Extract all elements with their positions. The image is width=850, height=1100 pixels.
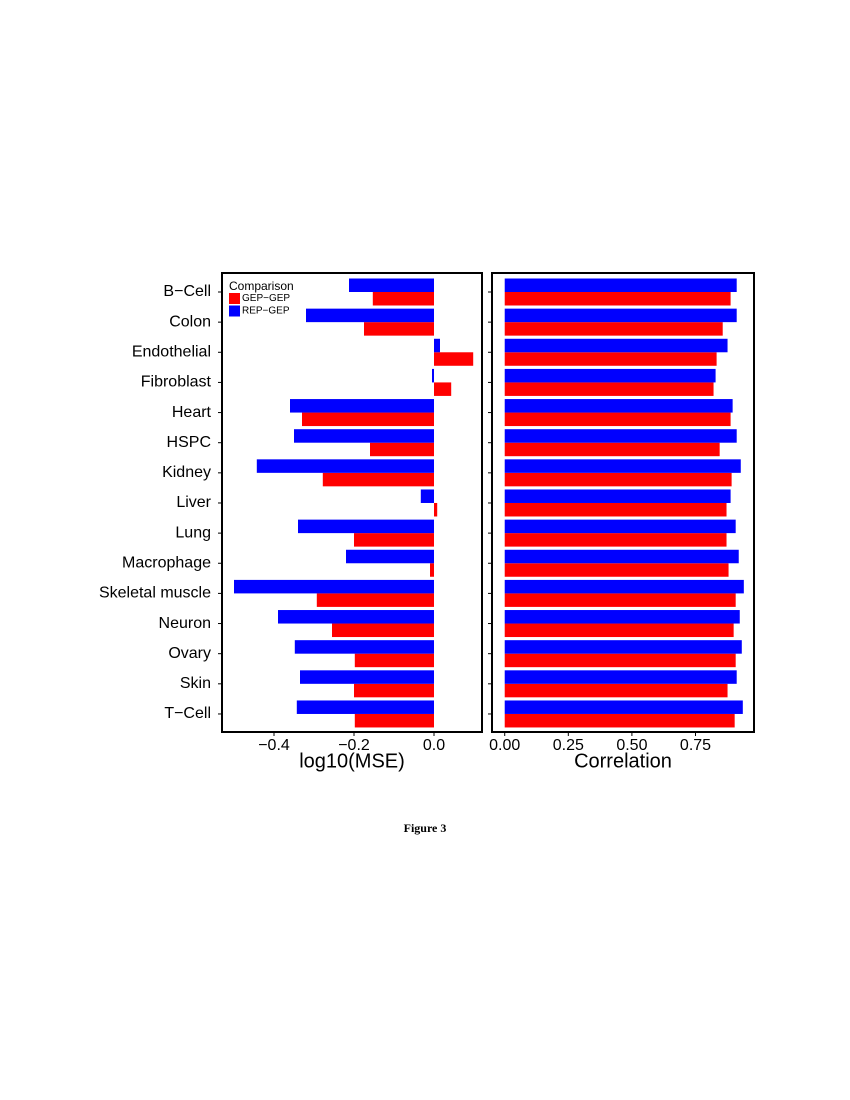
y-tick-label: Neuron (159, 615, 211, 632)
bar (420, 489, 434, 503)
bar (290, 399, 434, 413)
bar (504, 563, 729, 577)
x-tick-label: 0.50 (616, 737, 647, 754)
bar (316, 593, 434, 607)
bar (364, 322, 434, 336)
bar (504, 429, 737, 443)
bar (354, 653, 434, 668)
bar (354, 533, 434, 547)
x-axis-title: Correlation (574, 750, 672, 772)
bar (504, 338, 728, 353)
bar (504, 472, 732, 487)
bar (434, 502, 438, 517)
y-tick-label: Macrophage (122, 554, 211, 571)
x-tick-label: 0.0 (423, 737, 445, 754)
bar (504, 322, 723, 336)
bar (332, 623, 434, 638)
y-tick-label: Liver (176, 494, 211, 511)
bar (322, 472, 434, 487)
panel-background (222, 273, 482, 732)
bar (504, 519, 736, 534)
x-tick-label: 0.00 (489, 737, 520, 754)
bar (234, 579, 434, 594)
y-tick-label: Endothelial (132, 343, 211, 360)
bar (432, 368, 434, 383)
bar (294, 429, 434, 443)
y-tick-label: T−Cell (164, 705, 211, 722)
bar (294, 640, 434, 654)
figure-caption: Figure 3 (404, 821, 447, 835)
legend-key (229, 305, 240, 317)
bar (300, 670, 434, 684)
bar (349, 278, 434, 292)
bar (504, 352, 717, 366)
bar (434, 338, 440, 353)
bar (504, 399, 733, 413)
bar (372, 292, 434, 306)
legend-label: GEP−GEP (242, 293, 290, 304)
bar (504, 489, 731, 503)
x-tick-label: 0.75 (680, 737, 711, 754)
bar (504, 623, 734, 638)
bar (504, 610, 740, 624)
y-tick-label: HSPC (167, 434, 211, 451)
y-tick-label: Lung (175, 524, 211, 541)
bar (504, 442, 720, 457)
bar (370, 442, 434, 457)
bar (504, 700, 743, 714)
bar (504, 713, 735, 728)
bar (296, 700, 434, 714)
bar (504, 308, 737, 323)
bar (298, 519, 434, 534)
bar (504, 579, 744, 594)
y-tick-label: Ovary (168, 645, 211, 662)
legend-title: Comparison (229, 279, 294, 293)
legend-label: REP−GEP (242, 306, 290, 317)
bar (504, 412, 731, 427)
y-tick-label: Fibroblast (141, 374, 212, 391)
legend-key (229, 293, 240, 304)
y-tick-label: B−Cell (163, 283, 211, 300)
bar (430, 563, 434, 577)
x-tick-label: −0.2 (338, 737, 370, 754)
bar (434, 352, 474, 366)
x-axis-title: log10(MSE) (299, 750, 405, 772)
x-tick-label: −0.4 (258, 737, 290, 754)
y-tick-label: Heart (172, 404, 212, 421)
x-tick-label: 0.25 (553, 737, 584, 754)
bar (504, 533, 727, 547)
bar (504, 502, 727, 517)
bar (434, 382, 452, 396)
bar (354, 713, 434, 728)
bar (504, 549, 739, 564)
y-tick-label: Skin (180, 675, 211, 692)
bar (346, 549, 434, 564)
bar (504, 382, 714, 396)
bar (504, 593, 736, 607)
bar (256, 459, 434, 473)
bar (504, 653, 736, 668)
y-tick-label: Kidney (162, 464, 211, 481)
bar (504, 459, 741, 473)
bar (504, 292, 731, 306)
bar (504, 640, 742, 654)
bar (278, 610, 434, 624)
bar (302, 412, 434, 427)
bar (504, 683, 728, 698)
bar (306, 308, 434, 323)
bar (354, 683, 434, 698)
bar (504, 368, 716, 383)
bar (504, 670, 737, 684)
bar (504, 278, 737, 292)
y-tick-label: Skeletal muscle (99, 585, 211, 602)
y-tick-label: Colon (169, 313, 211, 330)
